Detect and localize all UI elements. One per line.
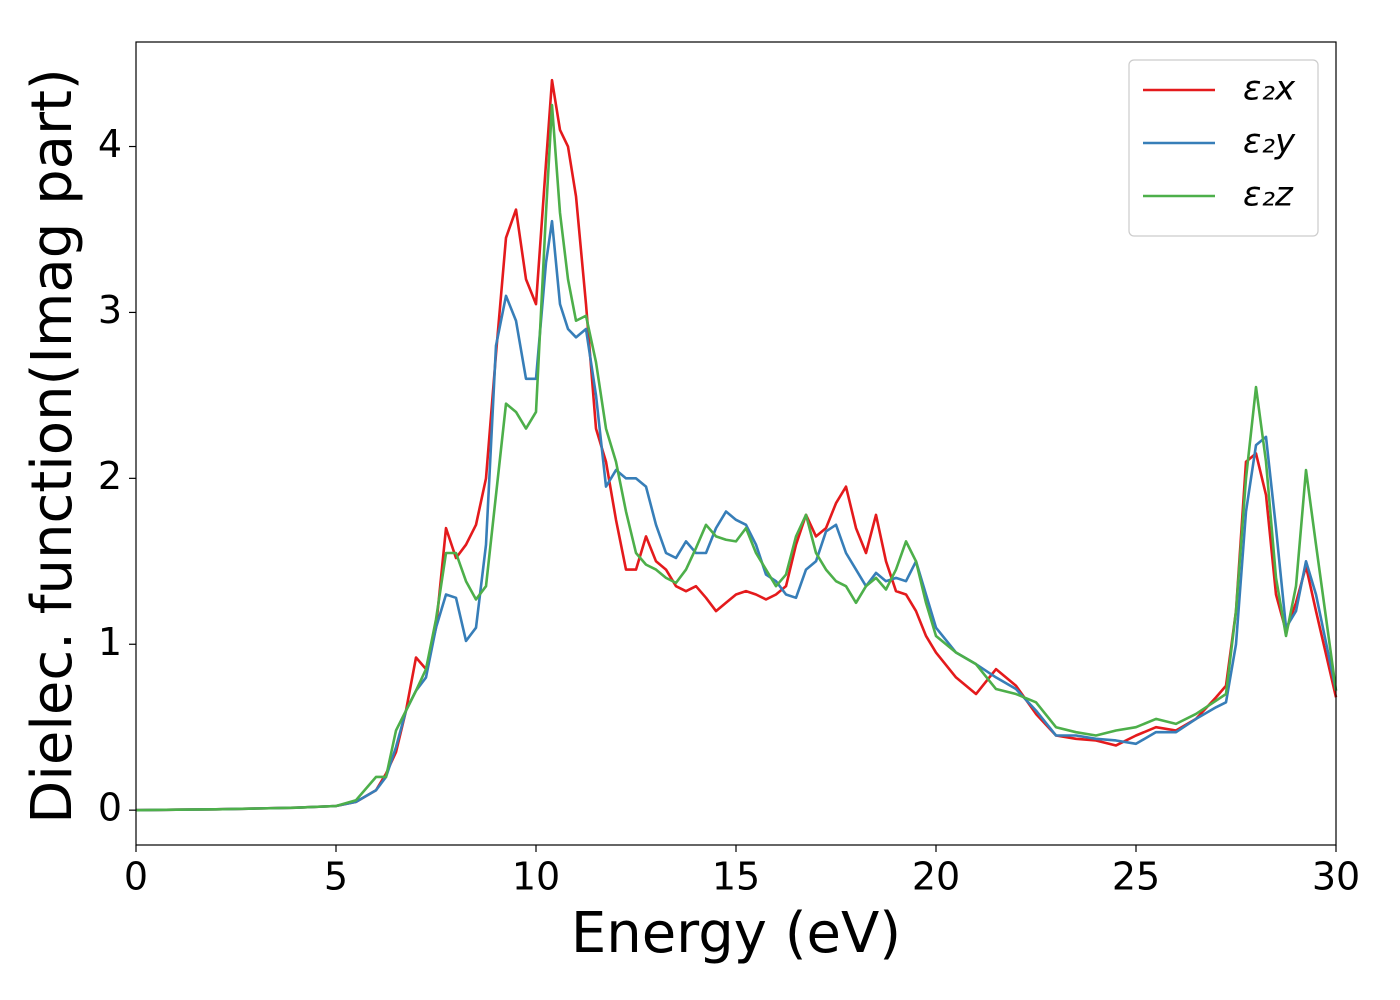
- y-tick-label: 3: [98, 288, 122, 332]
- x-tick-label: 30: [1312, 855, 1360, 899]
- y-tick-label: 1: [98, 620, 122, 664]
- legend-label: ε₂y: [1243, 122, 1296, 162]
- x-tick-label: 15: [712, 855, 760, 899]
- plot-frame: [135, 41, 1337, 846]
- x-tick-label: 20: [912, 855, 960, 899]
- x-tick-label: 10: [512, 855, 560, 899]
- y-axis-label: Dielec. function(Imag part): [20, 68, 85, 824]
- y-tick-label: 0: [98, 786, 122, 830]
- data-line: [135, 103, 1338, 812]
- y-tick-label: 4: [98, 122, 122, 166]
- x-tick-label: 0: [124, 855, 148, 899]
- x-tick-label: 5: [324, 855, 348, 899]
- y-tick-label: 2: [98, 454, 122, 498]
- legend-label: ε₂z: [1243, 175, 1294, 215]
- x-axis-label: Energy (eV): [571, 901, 901, 966]
- data-line: [135, 219, 1338, 812]
- legend-label: ε₂x: [1243, 69, 1296, 109]
- x-tick-label: 25: [1112, 855, 1160, 899]
- legend-box: [1128, 59, 1319, 237]
